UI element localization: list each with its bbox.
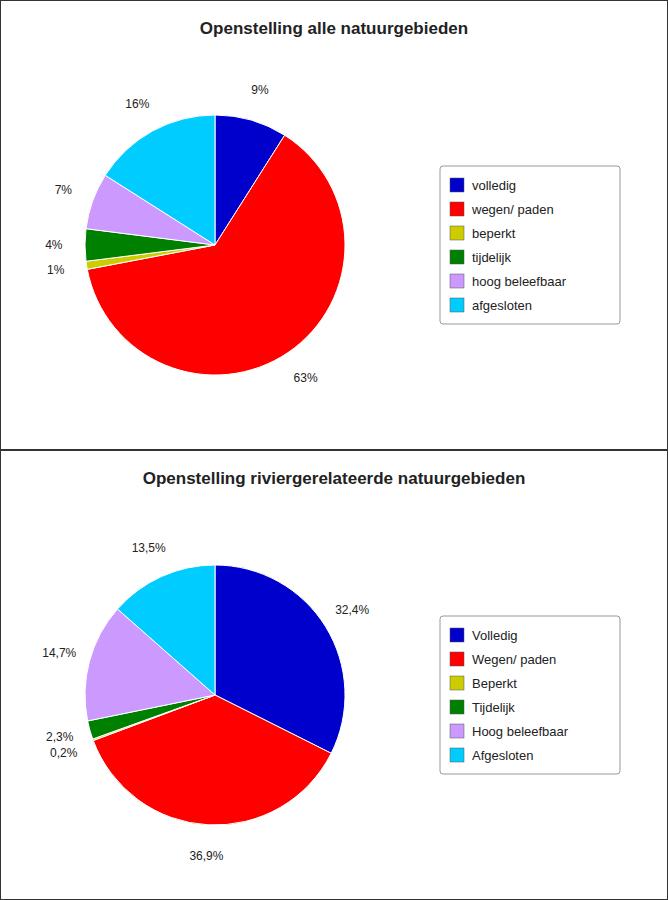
legend-swatch bbox=[450, 628, 464, 642]
legend-swatch bbox=[450, 652, 464, 666]
legend-label: Hoog beleefbaar bbox=[472, 724, 569, 739]
pie-slice bbox=[105, 115, 215, 245]
legend-label: Afgesloten bbox=[472, 748, 533, 763]
legend-swatch bbox=[450, 748, 464, 762]
data-label: 36,9% bbox=[189, 849, 223, 863]
legend-label: wegen/ paden bbox=[471, 202, 554, 217]
legend-box bbox=[440, 166, 620, 324]
slices bbox=[85, 115, 345, 375]
chart-panel: Openstelling alle natuurgebieden 9% 63% 1% 4… bbox=[1, 1, 668, 450]
data-label: 7% bbox=[55, 183, 73, 197]
chart-title: Openstelling alle natuurgebieden bbox=[200, 19, 468, 38]
legend-label: tijdelijk bbox=[472, 250, 512, 265]
data-label: 14,7% bbox=[42, 646, 76, 660]
legend-label: Tijdelijk bbox=[472, 700, 515, 715]
legend-swatch bbox=[450, 724, 464, 738]
slices bbox=[85, 565, 345, 825]
legend: Volledig Wegen/ paden Beperkt Tijdelijk Hoog… bbox=[440, 616, 620, 774]
pie-slice bbox=[117, 565, 215, 695]
chart-title: Openstelling riviergerelateerde natuurge… bbox=[143, 469, 526, 488]
legend-swatch bbox=[450, 274, 464, 288]
data-label: 2,3% bbox=[46, 730, 74, 744]
legend-label: Volledig bbox=[472, 628, 518, 643]
data-label: 9% bbox=[251, 83, 269, 97]
legend-swatch bbox=[450, 676, 464, 690]
legend-label: Wegen/ paden bbox=[472, 652, 556, 667]
legend: volledig wegen/ paden beperkt tijdelijk hoog… bbox=[440, 166, 620, 324]
legend-label: beperkt bbox=[472, 226, 516, 241]
figure: Openstelling alle natuurgebieden 9% 63% 1% 4… bbox=[0, 0, 668, 900]
data-label: 4% bbox=[45, 238, 63, 252]
legend-box bbox=[440, 616, 620, 774]
data-label: 13,5% bbox=[132, 541, 166, 555]
data-label: 32,4% bbox=[335, 603, 369, 617]
data-labels: 9% 63% 1% 4% 7% 16% bbox=[45, 83, 318, 385]
data-label: 63% bbox=[294, 371, 318, 385]
legend-swatch bbox=[450, 250, 464, 264]
legend-label: afgesloten bbox=[472, 298, 532, 313]
legend-swatch bbox=[450, 298, 464, 312]
data-label: 16% bbox=[125, 97, 149, 111]
panel-border bbox=[1, 1, 668, 450]
chart-panel: Openstelling riviergerelateerde natuurge… bbox=[1, 451, 668, 900]
data-label: 1% bbox=[47, 263, 65, 277]
panel-border bbox=[1, 451, 668, 900]
legend-swatch bbox=[450, 178, 464, 192]
legend-label: hoog beleefbaar bbox=[472, 274, 567, 289]
legend-swatch bbox=[450, 226, 464, 240]
data-labels: 32,4% 36,9% 0,2% 2,3% 14,7% 13,5% bbox=[42, 541, 369, 863]
legend-label: volledig bbox=[472, 178, 516, 193]
legend-swatch bbox=[450, 700, 464, 714]
legend-label: Beperkt bbox=[472, 676, 517, 691]
data-label: 0,2% bbox=[50, 746, 78, 760]
legend-swatch bbox=[450, 202, 464, 216]
